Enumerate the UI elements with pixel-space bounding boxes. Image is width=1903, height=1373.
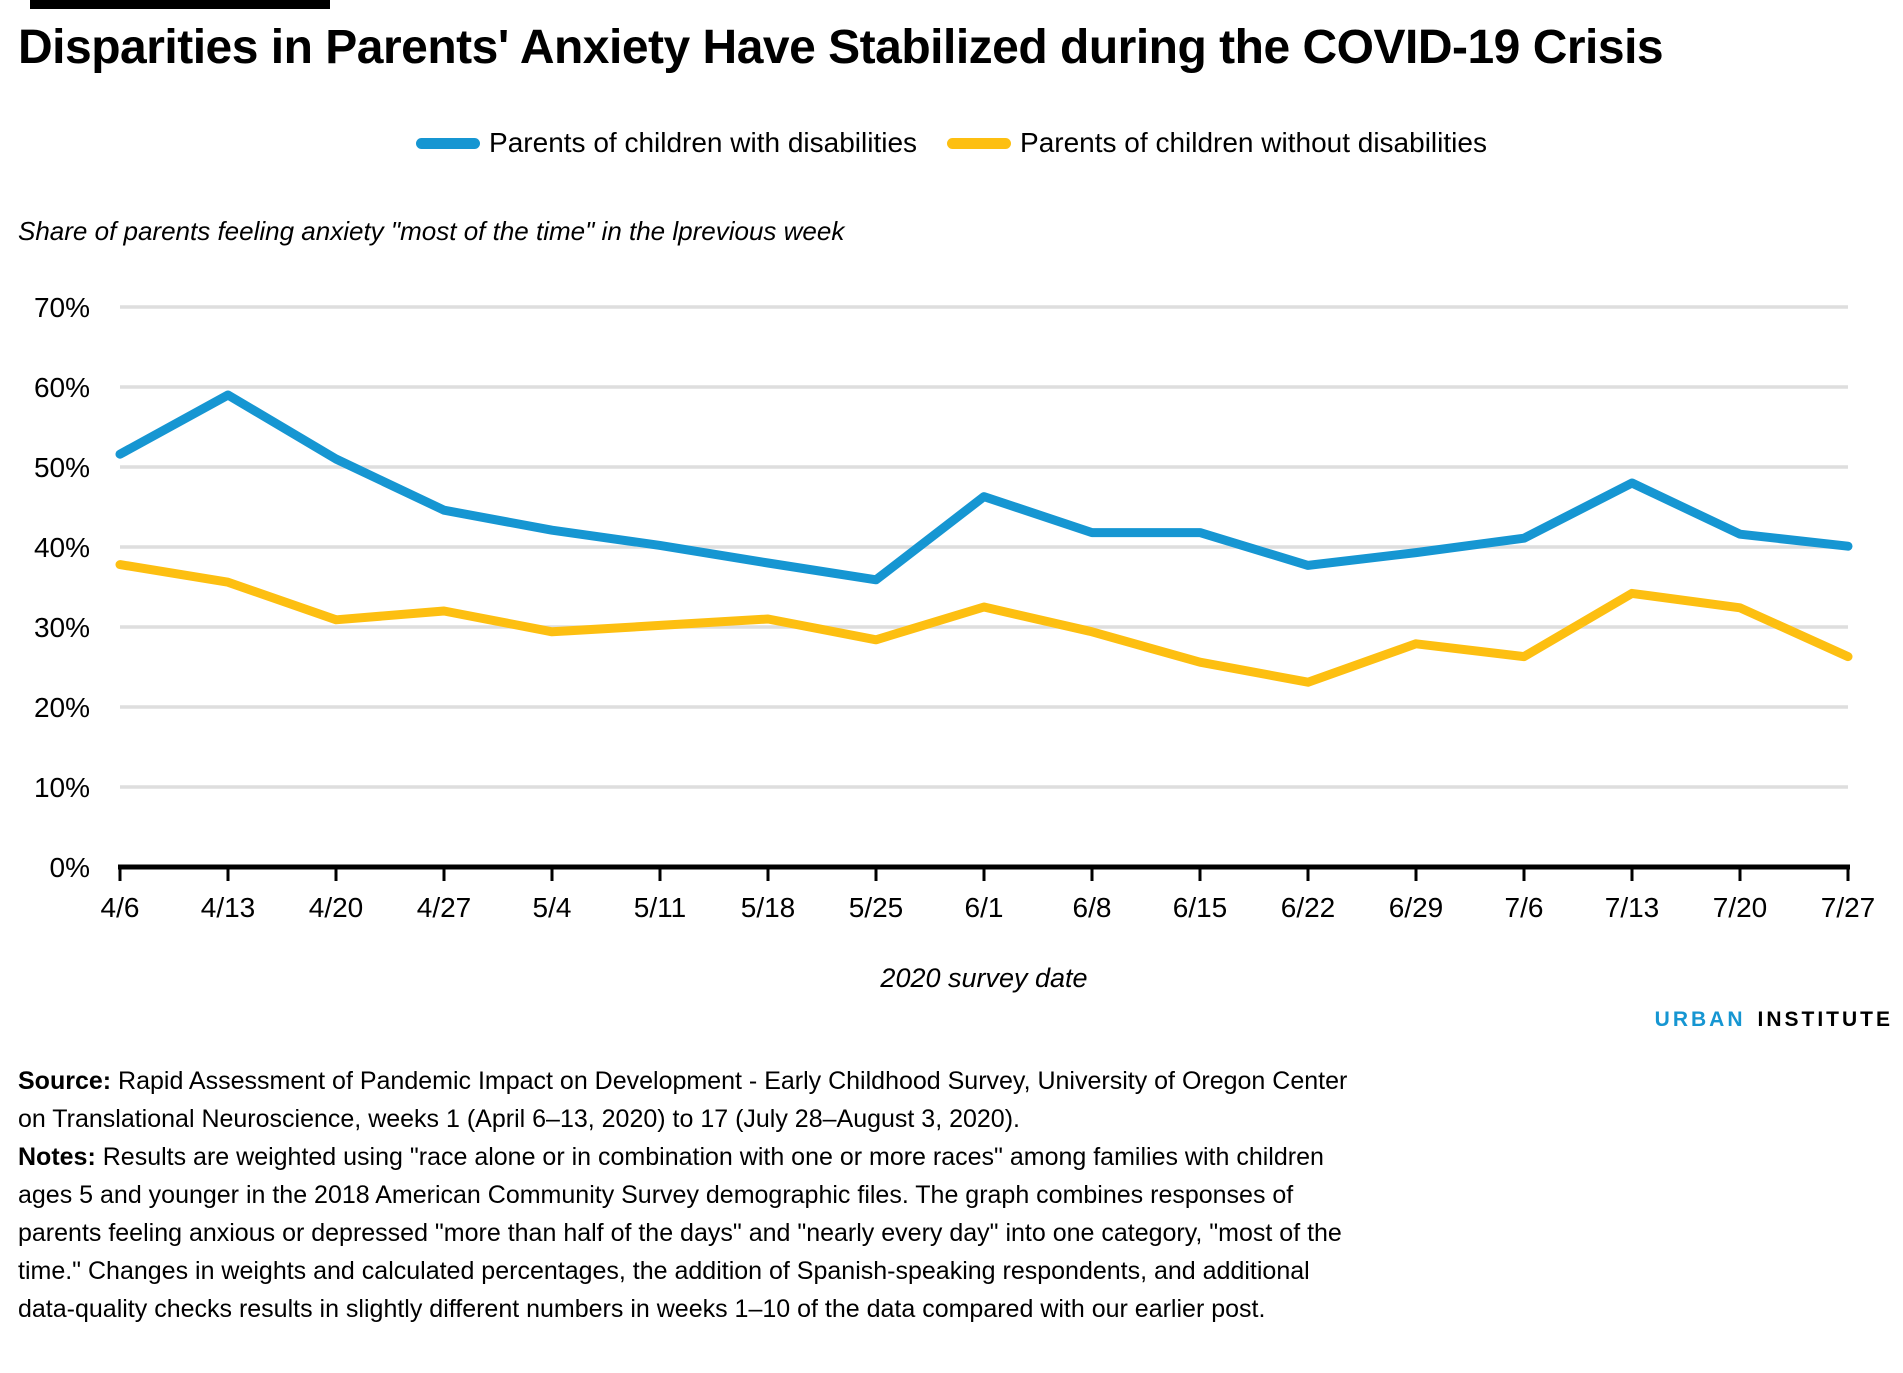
y-tick-label: 10% [34,772,90,803]
chart-subtitle: Share of parents feeling anxiety "most o… [18,216,845,246]
chart-title: Disparities in Parents' Anxiety Have Sta… [18,21,1664,74]
x-tick-label: 6/8 [1073,892,1112,923]
x-tick-label: 7/27 [1821,892,1876,923]
series-line-without-disabilities [115,560,1853,687]
x-tick-label: 7/6 [1505,892,1544,923]
x-tick-label: 5/11 [634,892,686,923]
x-tick-label: 6/29 [1389,892,1444,923]
y-axis-labels: 0% 10% 20% 30% 40% 50% 60% 70% [34,292,90,883]
legend-label-with-disabilities: Parents of children with disabilities [489,127,918,158]
x-axis-title: 2020 survey date [879,963,1087,993]
notes-text: Results are weighted using "race alone o… [18,1143,1342,1323]
x-tick-label: 7/20 [1713,892,1768,923]
legend-swatch-with-disabilities [416,137,481,149]
legend-label-without-disabilities: Parents of children without disabilities [1020,127,1487,158]
y-tick-label: 50% [34,452,90,483]
x-tick-label: 7/13 [1605,892,1660,923]
y-tick-label: 0% [50,852,90,883]
y-tick-label: 30% [34,612,90,643]
x-tick-label: 5/25 [849,892,904,923]
x-tick-label: 4/6 [101,892,140,923]
legend-swatch-without-disabilities [947,137,1012,149]
notes-label: Notes: [18,1143,96,1171]
x-tick-label: 5/4 [533,892,572,923]
gridlines [120,305,1848,789]
decorative-top-bar [30,0,330,9]
x-tick-label: 6/22 [1281,892,1336,923]
y-tick-label: 20% [34,692,90,723]
line-chart: 0% 10% 20% 30% 40% 50% 60% 70% 4/6 4/13 4/20 4/27 5… [34,292,1876,993]
x-tick-label: 6/15 [1173,892,1228,923]
y-tick-label: 70% [34,292,90,323]
logo-urban-text: URBAN [1654,1008,1746,1031]
x-tick-label: 4/13 [201,892,256,923]
notes-paragraph: Notes: Results are weighted using "race … [18,1138,1358,1328]
x-axis: 4/6 4/13 4/20 4/27 5/4 5/11 5/18 5/25 6/1 6/8 6/15… [101,864,1876,923]
legend-item-without-disabilities: Parents of children without disabilities [947,127,1487,159]
legend-item-with-disabilities: Parents of children with disabilities [416,127,917,159]
x-tick-label: 4/27 [417,892,472,923]
source-paragraph: Source: Rapid Assessment of Pandemic Imp… [18,1062,1358,1138]
logo-institute-text: INSTITUTE [1757,1008,1893,1031]
source-text: Rapid Assessment of Pandemic Impact on D… [18,1067,1348,1133]
series-lines [115,390,1853,687]
x-tick-label: 4/20 [309,892,364,923]
chart-legend: Parents of children with disabilities Pa… [0,127,1903,159]
source-label: Source: [18,1067,112,1095]
x-tick-label: 6/1 [965,892,1004,923]
y-tick-label: 40% [34,532,90,563]
footnotes: Source: Rapid Assessment of Pandemic Imp… [18,1062,1358,1328]
urban-institute-logo: URBAN INSTITUTE [1655,1008,1893,1032]
series-line-with-disabilities [115,390,1853,585]
y-tick-label: 60% [34,372,90,403]
x-tick-label: 5/18 [741,892,796,923]
